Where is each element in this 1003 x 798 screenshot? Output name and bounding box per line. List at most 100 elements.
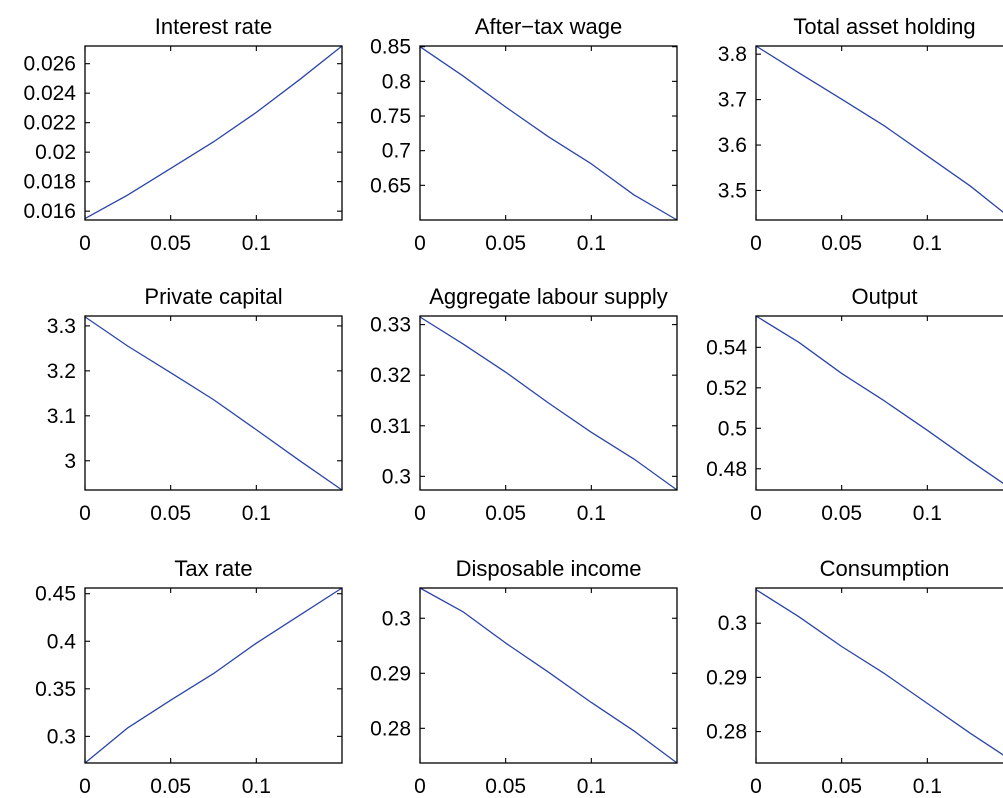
- y-tick-label: 3.3: [47, 315, 76, 338]
- axes-box: [755, 45, 1003, 221]
- y-tick-label: 3.1: [47, 405, 76, 428]
- x-tick-label: 0.1: [913, 502, 942, 525]
- subplot-1: Interest rate 0 0.05 0.1 0.016 0.018 0.02 0.022…: [23, 14, 343, 255]
- y-tick-label: 0.02: [35, 141, 76, 164]
- y-tick-label: 0.3: [718, 612, 747, 635]
- y-tick-label: 0.48: [706, 458, 747, 481]
- series-line: [419, 587, 678, 764]
- series-line: [84, 45, 343, 220]
- y-tick-label: 0.024: [23, 82, 76, 105]
- subplot-6: Output 0 0.05 0.1 0.48 0.5 0.52 0.54: [706, 284, 1003, 525]
- series-line: [755, 315, 1003, 484]
- x-tick-label: 0: [750, 775, 762, 798]
- y-tick-label: 0.52: [706, 377, 747, 400]
- series-line: [84, 316, 343, 491]
- x-tick-label: 0.05: [150, 232, 191, 255]
- y-tick-label: 3: [64, 450, 76, 473]
- subplot-8: Disposable income 0 0.05 0.1 0.28 0.29 0.3: [370, 556, 678, 798]
- x-tick-label: 0.05: [821, 775, 862, 798]
- subplot-title: Disposable income: [456, 556, 642, 581]
- y-tick-label: 0.45: [35, 583, 76, 606]
- series-line: [84, 587, 343, 764]
- y-tick-label: 0.3: [382, 607, 411, 630]
- y-tick-label: 0.28: [370, 717, 411, 740]
- x-tick-label: 0: [79, 232, 91, 255]
- x-tick-label: 0: [750, 502, 762, 525]
- subplot-title: Output: [851, 284, 917, 309]
- subplot-title: After−tax wage: [475, 14, 622, 39]
- x-tick-label: 0.1: [913, 232, 942, 255]
- y-tick-label: 0.33: [370, 314, 411, 337]
- subplot-title: Private capital: [144, 284, 282, 309]
- y-tick-label: 0.8: [382, 70, 411, 93]
- x-tick-label: 0.1: [242, 775, 271, 798]
- x-tick-label: 0.1: [913, 775, 942, 798]
- x-tick-label: 0: [414, 502, 426, 525]
- y-tick-label: 0.022: [23, 112, 76, 135]
- subplot-title: Tax rate: [174, 556, 252, 581]
- y-tick-label: 0.5: [718, 417, 747, 440]
- x-tick-label: 0.05: [485, 232, 526, 255]
- x-tick-label: 0.1: [577, 502, 606, 525]
- x-tick-label: 0.05: [821, 502, 862, 525]
- axes-box: [419, 45, 678, 221]
- y-tick-label: 0.31: [370, 415, 411, 438]
- y-tick-label: 0.29: [370, 662, 411, 685]
- subplot-title: Aggregate labour supply: [429, 284, 668, 309]
- axes-box: [84, 45, 343, 221]
- x-tick-label: 0.1: [577, 775, 606, 798]
- axes-box: [755, 315, 1003, 491]
- y-tick-label: 0.85: [370, 36, 411, 59]
- axes-box: [755, 587, 1003, 764]
- axes-box: [84, 587, 343, 764]
- series-line: [419, 46, 678, 221]
- y-tick-label: 0.3: [47, 725, 76, 748]
- axes-box: [84, 315, 343, 491]
- y-tick-label: 0.4: [47, 630, 77, 653]
- x-tick-label: 0: [414, 775, 426, 798]
- y-tick-label: 3.5: [718, 179, 747, 202]
- y-tick-label: 0.54: [706, 336, 747, 359]
- y-tick-label: 0.026: [23, 53, 76, 76]
- axes-box: [419, 315, 678, 491]
- y-tick-label: 0.75: [370, 105, 411, 128]
- subplot-4: Private capital 0 0.05 0.1 3 3.1 3.2 3.3: [47, 284, 343, 525]
- subplot-title: Total asset holding: [793, 14, 975, 39]
- y-tick-label: 0.3: [382, 465, 411, 488]
- y-tick-label: 3.8: [718, 43, 747, 66]
- x-tick-label: 0: [750, 232, 762, 255]
- subplot-5: Aggregate labour supply 0 0.05 0.1 0.3 0.31 0.…: [370, 284, 678, 525]
- series-line: [419, 316, 678, 491]
- y-tick-label: 3.2: [47, 360, 76, 383]
- subplot-title: Interest rate: [155, 14, 272, 39]
- y-tick-label: 0.65: [370, 174, 411, 197]
- y-tick-label: 0.35: [35, 678, 76, 701]
- y-tick-label: 3.7: [718, 89, 747, 112]
- y-tick-label: 0.28: [706, 721, 747, 744]
- x-tick-label: 0.1: [242, 502, 271, 525]
- x-tick-label: 0.05: [485, 775, 526, 798]
- subplot-2: After−tax wage 0 0.05 0.1 0.65 0.7 0.75 0.8 0.85: [370, 14, 678, 255]
- x-tick-label: 0: [414, 232, 426, 255]
- y-tick-label: 3.6: [718, 134, 747, 157]
- x-tick-label: 0.1: [577, 232, 606, 255]
- x-tick-label: 0.05: [821, 232, 862, 255]
- x-tick-label: 0.1: [242, 232, 271, 255]
- y-tick-label: 0.29: [706, 666, 747, 689]
- x-tick-label: 0.05: [150, 502, 191, 525]
- subplot-3: Total asset holding 0 0.05 0.1 3.5 3.6 3.7 3.8: [718, 14, 1003, 255]
- axes-box: [419, 587, 678, 764]
- x-tick-label: 0.05: [485, 502, 526, 525]
- series-line: [755, 589, 1003, 756]
- x-tick-label: 0: [79, 502, 91, 525]
- y-tick-label: 0.018: [23, 171, 76, 194]
- subplot-9: Consumption 0 0.05 0.1 0.28 0.29 0.3: [706, 556, 1003, 798]
- x-tick-label: 0: [79, 775, 91, 798]
- y-tick-label: 0.32: [370, 364, 411, 387]
- x-tick-label: 0.05: [150, 775, 191, 798]
- subplot-7: Tax rate 0 0.05 0.1 0.3 0.35 0.4 0.45: [35, 556, 343, 798]
- subplot-title: Consumption: [820, 556, 950, 581]
- y-tick-label: 0.016: [23, 200, 76, 223]
